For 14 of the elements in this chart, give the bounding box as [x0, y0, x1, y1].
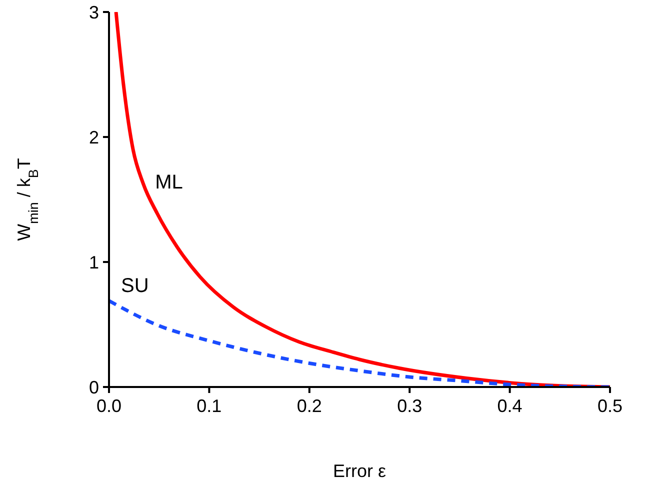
series-label: ML	[155, 172, 183, 194]
y-tick-label: 2	[88, 127, 99, 148]
x-tick-label: 0.4	[497, 396, 522, 416]
x-tick-label: 0.1	[196, 396, 222, 416]
x-tick-label: 0.3	[397, 396, 422, 416]
line-series	[114, 12, 610, 387]
x-tick-label: 0.2	[296, 396, 322, 416]
y-tick-label: 3	[88, 2, 99, 22]
series-label: SU	[121, 275, 149, 298]
y-tick-label: 1	[88, 252, 99, 272]
x-tick-label: 0.5	[597, 396, 623, 416]
x-tick-label: 0.0	[96, 396, 122, 416]
y-tick-label: 0	[88, 377, 99, 398]
x-axis-title: Error ε	[332, 461, 386, 481]
